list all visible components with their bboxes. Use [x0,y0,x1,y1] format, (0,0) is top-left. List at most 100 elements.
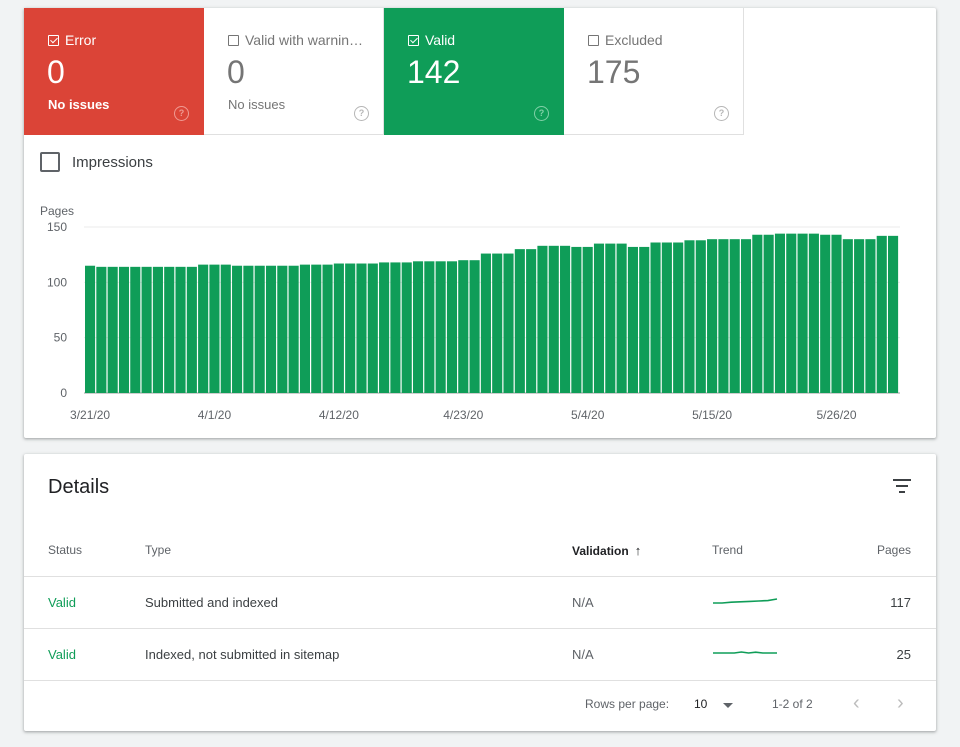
chevron-left-icon[interactable]: ‹ [853,692,860,714]
chart-bar [888,235,899,393]
chart-bar [560,245,571,393]
chart-bar [130,266,141,393]
chart-bar [345,263,356,393]
tile-excluded-header: Excluded [588,32,663,48]
chart-bar [186,266,197,393]
x-tick-label: 5/4/20 [571,408,605,422]
chart-bar [526,249,537,393]
chart-bar [842,239,853,393]
y-tick-label: 0 [60,386,67,400]
tile-excluded-count: 175 [587,54,641,90]
x-tick-label: 3/21/20 [70,408,110,422]
tile-error[interactable]: Error 0 No issues ? [24,8,204,135]
col-status[interactable]: Status [24,524,144,577]
row-trend [711,628,813,681]
dropdown-caret-icon[interactable] [723,703,733,708]
tile-error-count: 0 [47,54,65,90]
y-tick-label: 100 [47,275,67,289]
chart-bar [548,245,559,393]
row-pages: 117 [813,576,936,629]
chart-bar [718,239,729,393]
col-validation-label: Validation [572,543,629,558]
filter-icon[interactable] [892,476,912,494]
tile-error-label: Error [65,32,97,48]
chart-bar [209,264,220,393]
y-tick-label: 150 [47,220,67,234]
chart-bar [797,233,808,393]
chart-bar [85,265,96,393]
chart-bar [740,239,752,393]
chart-bar [695,240,706,393]
col-trend: Trend [711,524,813,577]
tile-warn-header: Valid with warnin… [228,32,363,48]
chart-bar [107,266,118,393]
tile-valid-count: 142 [407,54,461,90]
col-validation[interactable]: Validation ↑ [571,524,711,577]
chart-bar [571,246,582,393]
chart-bar [774,233,786,393]
chart-bar [729,239,740,393]
chart-bar [661,242,672,393]
row-pages: 25 [813,628,936,681]
chart-bar [831,234,842,393]
tile-warn-label: Valid with warnin… [245,32,364,48]
table-header-row: Status Type Validation ↑ Trend Pages [24,524,936,577]
details-title: Details [48,476,110,498]
help-icon[interactable]: ? [714,106,729,121]
chart-bar [605,243,616,393]
details-card: Details Status Type Validation ↑ Trend Pa… [24,454,936,731]
page-range: 1-2 of 2 [772,697,813,711]
chart-bar [96,266,107,393]
chart-bar [480,253,491,393]
pagination: Rows per page: 10 1-2 of 2 ‹ › [24,676,936,731]
chart-bar [446,261,458,393]
chart-bar [265,265,277,393]
tile-excluded-label: Excluded [605,32,663,48]
tile-valid-with-warnings[interactable]: Valid with warnin… 0 No issues ? [204,8,384,135]
chart-bar [379,262,390,393]
row-status: Valid [24,628,144,681]
chart-bar [627,246,638,393]
chart-bar [152,266,163,393]
help-icon[interactable]: ? [354,106,369,121]
rows-per-page-select[interactable]: 10 [694,697,708,711]
chart-bar [198,264,209,393]
chart-bar [390,262,401,393]
chevron-right-icon[interactable]: › [897,692,904,714]
x-tick-label: 5/15/20 [692,408,732,422]
chart-bar [277,265,288,393]
trend-sparkline [713,651,777,654]
help-icon[interactable]: ? [174,106,189,121]
tile-warn-count: 0 [227,54,245,90]
chart-bar [243,265,254,393]
help-icon[interactable]: ? [534,106,549,121]
col-pages[interactable]: Pages [813,524,936,577]
row-type: Indexed, not submitted in sitemap [144,628,571,681]
chart-bar [593,243,605,393]
row-trend [711,576,813,629]
checkbox-unchecked-icon [40,152,60,172]
chart-bar [333,263,344,393]
chart-bar [322,264,333,393]
chart-bar [311,264,322,393]
table-row[interactable]: Valid Indexed, not submitted in sitemap … [24,628,936,681]
chart-bar [673,242,684,393]
chart-bar [503,253,514,393]
chart-bar [288,265,299,393]
y-tick-label: 50 [54,331,68,345]
chart-bar [469,260,480,393]
chart-bar [854,239,865,393]
table-row[interactable]: Valid Submitted and indexed N/A 117 [24,576,936,629]
impressions-checkbox[interactable]: Impressions [40,152,153,172]
chart-bar [220,264,231,393]
chart-bar [876,235,887,393]
chart-bar [820,234,831,393]
y-axis-label: Pages [40,204,74,218]
chart-bar [650,242,661,393]
tile-valid[interactable]: Valid 142 ? [384,8,564,135]
chart-bar [141,266,152,393]
x-tick-label: 5/26/20 [816,408,856,422]
col-type[interactable]: Type [144,524,571,577]
tile-excluded[interactable]: Excluded 175 ? [564,8,744,135]
chart-bar [492,253,503,393]
